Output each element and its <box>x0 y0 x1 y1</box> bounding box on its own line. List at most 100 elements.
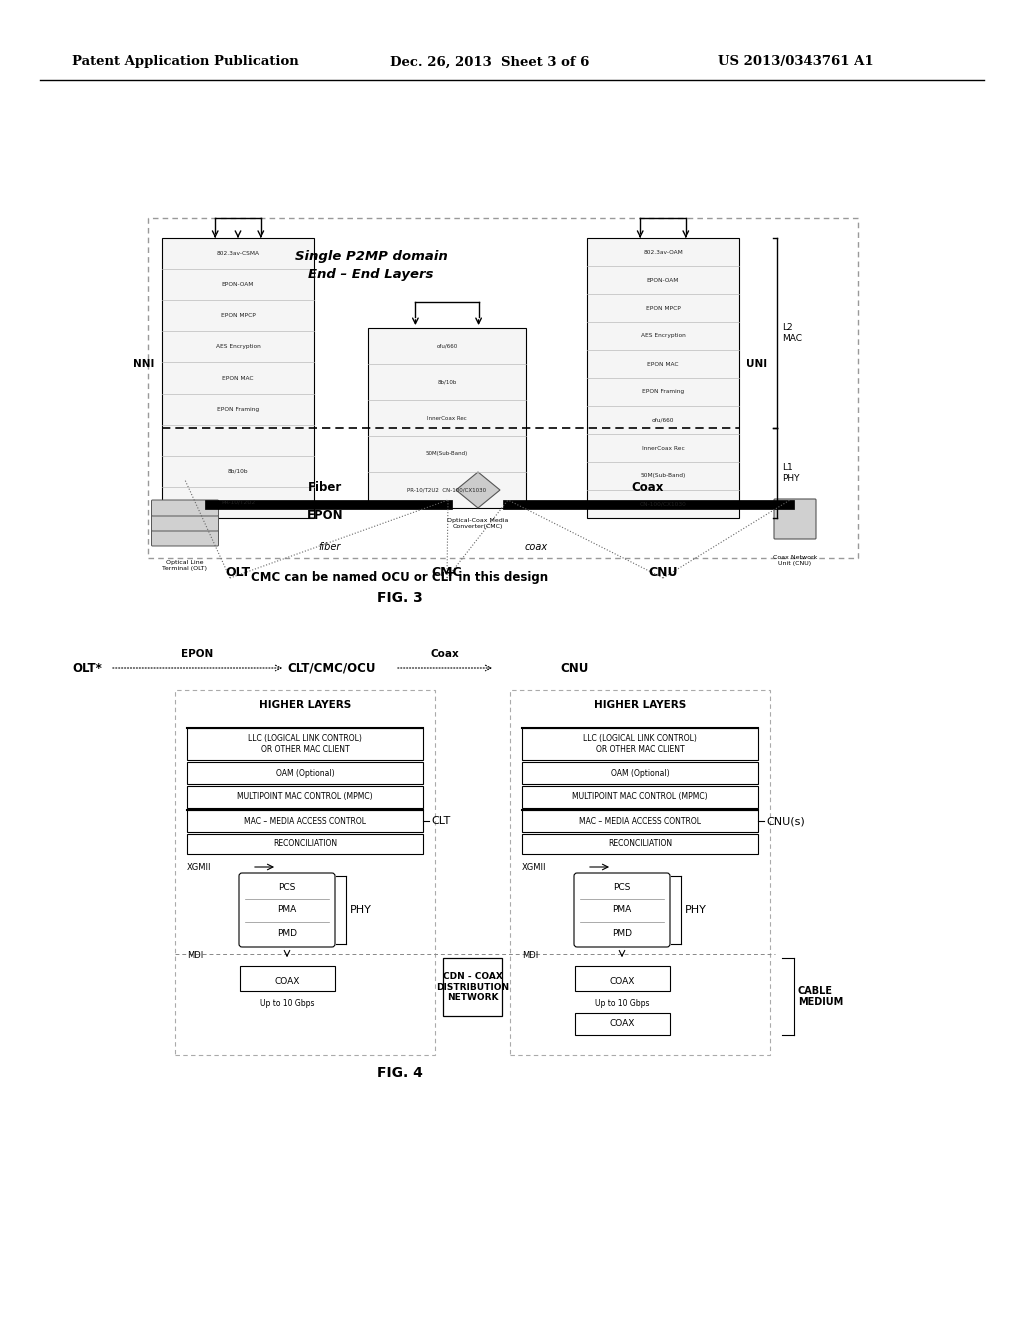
Text: Patent Application Publication: Patent Application Publication <box>72 55 299 69</box>
Text: RECONCILIATION: RECONCILIATION <box>608 840 672 849</box>
Text: PCS: PCS <box>613 883 631 891</box>
Text: CMC: CMC <box>432 566 462 579</box>
Text: PMA: PMA <box>278 906 297 915</box>
Polygon shape <box>456 473 500 508</box>
Text: CLT: CLT <box>431 816 451 826</box>
Text: RECONCILIATION: RECONCILIATION <box>273 840 337 849</box>
Text: 802.3av-OAM: 802.3av-OAM <box>643 249 683 255</box>
Bar <box>162 238 314 517</box>
Text: AES Encryption: AES Encryption <box>216 345 260 350</box>
Text: InnerCoax Rec: InnerCoax Rec <box>642 446 684 450</box>
Text: End – End Layers: End – End Layers <box>308 268 434 281</box>
Text: UNI: UNI <box>746 359 768 370</box>
Bar <box>187 729 423 760</box>
Text: 50M(Sub-Band): 50M(Sub-Band) <box>640 474 686 479</box>
Text: CNU(s): CNU(s) <box>766 816 805 826</box>
Bar <box>522 729 758 760</box>
Text: CMC can be named OCU or CLT in this design: CMC can be named OCU or CLT in this desi… <box>252 572 549 585</box>
FancyBboxPatch shape <box>152 500 218 516</box>
Text: Up to 10 Gbps: Up to 10 Gbps <box>595 998 650 1007</box>
Text: PHY: PHY <box>350 906 372 915</box>
Text: EPON MAC: EPON MAC <box>647 362 679 367</box>
Text: 50M(Sub-Band): 50M(Sub-Band) <box>426 451 468 457</box>
Bar <box>148 218 858 558</box>
Text: Optical-Coax Media
Converter(CMC): Optical-Coax Media Converter(CMC) <box>447 517 509 529</box>
Text: LLC (LOGICAL LINK CONTROL)
OR OTHER MAC CLIENT: LLC (LOGICAL LINK CONTROL) OR OTHER MAC … <box>248 734 361 754</box>
Text: PHY: PHY <box>685 906 707 915</box>
Text: Coax: Coax <box>431 649 460 659</box>
Text: ofu/660: ofu/660 <box>436 343 458 348</box>
Text: MULTIPOINT MAC CONTROL (MPMC): MULTIPOINT MAC CONTROL (MPMC) <box>572 792 708 801</box>
Text: CDN - COAX
DISTRIBUTION
NETWORK: CDN - COAX DISTRIBUTION NETWORK <box>436 972 509 1002</box>
Text: EPON MPCP: EPON MPCP <box>220 313 255 318</box>
Text: EPON: EPON <box>181 649 213 659</box>
Text: FIG. 4: FIG. 4 <box>377 1067 423 1080</box>
Bar <box>587 238 739 517</box>
FancyBboxPatch shape <box>239 873 335 946</box>
Text: CABLE
MEDIUM: CABLE MEDIUM <box>798 986 843 1007</box>
Text: CLT/CMC/OCU: CLT/CMC/OCU <box>287 661 376 675</box>
Text: COAX: COAX <box>610 977 635 986</box>
Bar <box>510 690 770 1055</box>
Text: EPON-OAM: EPON-OAM <box>647 277 679 282</box>
Text: FIG. 3: FIG. 3 <box>377 591 423 605</box>
Text: L1
PHY: L1 PHY <box>782 463 800 483</box>
Text: 8b/10b: 8b/10b <box>437 380 457 384</box>
Bar <box>187 810 423 832</box>
Bar <box>575 966 670 991</box>
Text: MDI: MDI <box>187 952 203 961</box>
Text: XGMII: XGMII <box>187 862 212 871</box>
Text: fiber: fiber <box>318 543 341 552</box>
Bar <box>522 785 758 808</box>
Bar <box>175 690 435 1055</box>
Text: Coax: Coax <box>632 480 665 494</box>
Text: OAM (Optional): OAM (Optional) <box>610 768 670 777</box>
Text: PMD: PMD <box>278 928 297 937</box>
Text: PCS: PCS <box>279 883 296 891</box>
Text: Optical Line
Terminal (OLT): Optical Line Terminal (OLT) <box>163 560 208 570</box>
Text: ofu/660: ofu/660 <box>651 417 674 422</box>
Text: EPON Framing: EPON Framing <box>642 389 684 395</box>
Text: MULTIPOINT MAC CONTROL (MPMC): MULTIPOINT MAC CONTROL (MPMC) <box>238 792 373 801</box>
Text: MAC – MEDIA ACCESS CONTROL: MAC – MEDIA ACCESS CONTROL <box>579 817 701 825</box>
Text: Coax Network
Unit (CNU): Coax Network Unit (CNU) <box>773 554 817 566</box>
Bar <box>187 834 423 854</box>
Text: PMD: PMD <box>612 928 632 937</box>
Bar <box>187 762 423 784</box>
Text: Dec. 26, 2013  Sheet 3 of 6: Dec. 26, 2013 Sheet 3 of 6 <box>390 55 590 69</box>
Text: Up to 10 Gbps: Up to 10 Gbps <box>260 998 314 1007</box>
Text: PMA: PMA <box>612 906 632 915</box>
FancyBboxPatch shape <box>574 873 670 946</box>
FancyBboxPatch shape <box>152 531 218 546</box>
Bar <box>368 327 526 508</box>
Text: CN-100/CX1030: CN-100/CX1030 <box>640 502 686 507</box>
Text: OLT: OLT <box>225 566 251 579</box>
Text: XGMII: XGMII <box>522 862 547 871</box>
Text: COAX: COAX <box>610 1019 635 1028</box>
Bar <box>575 1012 670 1035</box>
Text: EPON MAC: EPON MAC <box>222 375 254 380</box>
Bar <box>443 958 502 1016</box>
Text: MDI: MDI <box>522 952 539 961</box>
Text: HIGHER LAYERS: HIGHER LAYERS <box>594 700 686 710</box>
Text: COAX: COAX <box>274 977 300 986</box>
Text: US 2013/0343761 A1: US 2013/0343761 A1 <box>718 55 873 69</box>
Text: OLT*: OLT* <box>72 661 101 675</box>
FancyBboxPatch shape <box>774 499 816 539</box>
Text: OAM (Optional): OAM (Optional) <box>275 768 334 777</box>
Text: EPON Framing: EPON Framing <box>217 407 259 412</box>
Text: NNI: NNI <box>133 359 155 370</box>
Text: 8b/10b: 8b/10b <box>227 469 248 474</box>
FancyBboxPatch shape <box>152 515 218 531</box>
Text: InnerCoax Rec: InnerCoax Rec <box>427 416 467 421</box>
Bar <box>522 810 758 832</box>
Text: EPON-OAM: EPON-OAM <box>222 282 254 288</box>
Text: EPON: EPON <box>306 510 343 521</box>
Bar <box>522 834 758 854</box>
Text: PR-10/T2U2  CN-100/CX1030: PR-10/T2U2 CN-100/CX1030 <box>408 487 486 492</box>
Text: AES Encryption: AES Encryption <box>641 334 685 338</box>
Text: CNU: CNU <box>560 661 589 675</box>
Text: PR-10/T2U2: PR-10/T2U2 <box>221 500 255 506</box>
Text: coax: coax <box>524 543 548 552</box>
Text: MAC – MEDIA ACCESS CONTROL: MAC – MEDIA ACCESS CONTROL <box>244 817 366 825</box>
